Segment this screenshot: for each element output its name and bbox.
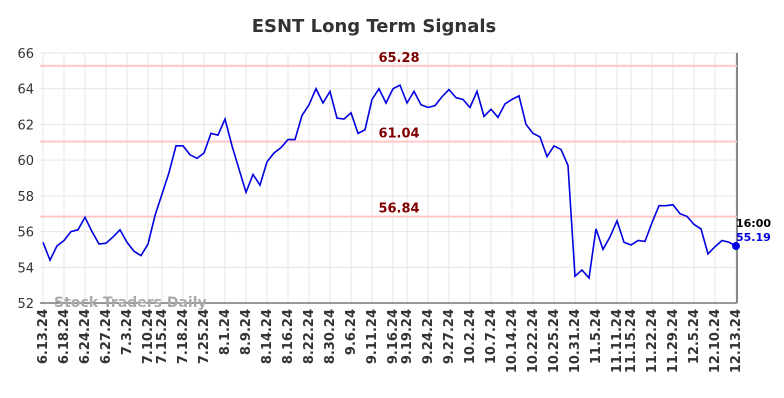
x-tick-label: 6.13.24 (36, 309, 51, 364)
line (42, 84, 737, 280)
y-tick-label: 66 (17, 47, 34, 62)
y-tick-label: 54 (17, 261, 34, 276)
x-tick-label: 8.9.24 (239, 309, 254, 355)
x-tick-label: 11.5.24 (589, 309, 604, 364)
x-tick-label: 10.7.24 (484, 309, 499, 364)
x-tick-label: 8.16.24 (281, 309, 296, 364)
last-time: 16:00 (736, 217, 771, 230)
x-tick-label: 10.31.24 (568, 309, 583, 373)
x-tick-label: 8.30.24 (323, 309, 338, 364)
x-tick-label: 6.27.24 (99, 309, 114, 364)
x-tick-label: 7.3.24 (120, 309, 135, 355)
x-tick-label: 7.25.24 (197, 309, 212, 364)
x-tick-label: 7.18.24 (176, 309, 191, 364)
x-tick-label: 11.15.24 (624, 309, 639, 373)
y-tick-label: 62 (17, 118, 34, 133)
x-tick-label: 9.11.24 (365, 309, 380, 364)
y-tick-label: 58 (17, 190, 34, 205)
x-tick-label: 8.22.24 (302, 309, 317, 364)
x-tick-label: 6.24.24 (78, 309, 93, 364)
chart-title: ESNT Long Term Signals (252, 16, 497, 37)
x-tick-label: 9.16.24 (386, 309, 401, 364)
x-tick-label: 11.22.24 (645, 309, 660, 373)
x-tick-label: 11.11.24 (610, 309, 625, 373)
x-tick-label: 6.18.24 (57, 309, 72, 364)
signal-label: 65.28 (378, 51, 419, 66)
x-tick-label: 9.27.24 (442, 309, 457, 364)
y-tick-label: 64 (17, 83, 34, 98)
y-tick-label: 52 (17, 297, 34, 312)
x-tick-label: 11.29.24 (666, 309, 681, 373)
watermark: Stock Traders Daily (54, 295, 207, 311)
x-tick-label: 9.6.24 (344, 309, 359, 355)
y-tick-label: 56 (17, 226, 34, 241)
y-tick-label: 60 (17, 154, 34, 169)
x-tick-label: 8.1.24 (218, 309, 233, 355)
last-point (732, 242, 740, 251)
x-tick-label: 8.14.24 (260, 309, 275, 364)
x-tick-label: 12.13.24 (729, 309, 744, 373)
x-tick-label: 10.22.24 (526, 309, 541, 373)
x-tick-label: 10.2.24 (463, 309, 478, 364)
x-tick-label: 9.24.24 (421, 309, 436, 364)
x-tick-label: 10.14.24 (505, 309, 520, 373)
x-tick-label: 7.10.24 (141, 309, 156, 364)
x-tick-label: 12.10.24 (708, 309, 723, 373)
signal-label: 61.04 (378, 127, 419, 142)
x-tick-label: 10.25.24 (547, 309, 562, 373)
x-tick-label: 9.19.24 (400, 309, 415, 364)
x-tick-label: 7.15.24 (155, 309, 170, 364)
signal-label: 56.84 (378, 202, 419, 217)
last-value: 55.19 (736, 231, 771, 244)
x-tick-label: 12.5.24 (687, 309, 702, 364)
